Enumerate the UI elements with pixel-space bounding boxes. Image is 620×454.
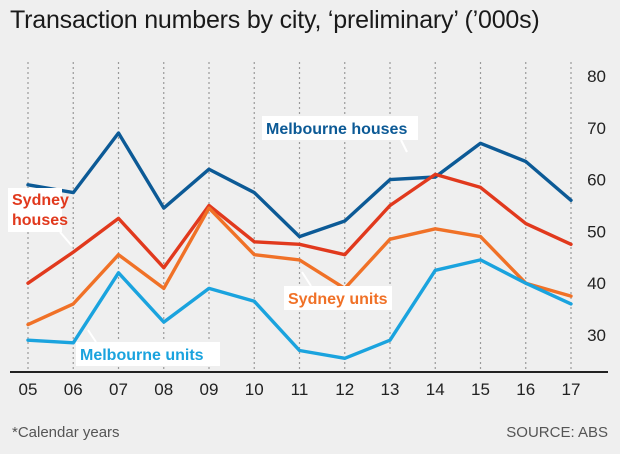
y-tick-label: 50	[587, 222, 606, 241]
source-note: SOURCE: ABS	[506, 424, 608, 441]
series-labels: Melbourne houses Sydney houses Sydney units…	[8, 116, 418, 366]
x-tick-label: 16	[516, 380, 535, 399]
y-tick-label: 30	[587, 326, 606, 345]
x-tick-label: 15	[471, 380, 490, 399]
x-tick-label: 12	[335, 380, 354, 399]
x-tick-label: 09	[200, 380, 219, 399]
y-tick-labels: 30 40 50 60 70 80	[587, 67, 606, 345]
series-line	[26, 131, 573, 239]
x-tick-label: 13	[381, 380, 400, 399]
y-tick-label: 70	[587, 119, 606, 138]
x-tick-labels: 05 06 07 08 09 10 11 12 13 14 15 16 17	[19, 380, 581, 399]
series-lines	[26, 131, 573, 360]
series-label-leader	[59, 231, 73, 247]
x-tick-label: 14	[426, 380, 445, 399]
series-line	[26, 258, 573, 360]
x-tick-label: 05	[19, 380, 38, 399]
footnote: *Calendar years	[12, 424, 120, 441]
series-label-leader	[87, 329, 97, 343]
y-tick-label: 80	[587, 67, 606, 86]
series-label: Melbourne units	[80, 347, 204, 364]
x-tick-label: 17	[562, 380, 581, 399]
series-line	[26, 206, 573, 327]
series-label: Melbourne houses	[266, 121, 407, 138]
x-tick-label: 06	[64, 380, 83, 399]
x-tick-label: 07	[109, 380, 128, 399]
series-label-leader	[301, 271, 312, 287]
y-tick-label: 40	[587, 274, 606, 293]
y-tick-label: 60	[587, 171, 606, 190]
series-label-box	[284, 286, 392, 310]
x-tick-label: 10	[245, 380, 264, 399]
series-label-leader	[400, 139, 408, 153]
series-label: Sydney units	[288, 291, 388, 308]
series-label-box	[8, 188, 62, 232]
chart-title: Transaction numbers by city, ‘preliminar…	[10, 6, 540, 34]
series-line	[26, 172, 573, 285]
series-label-box	[76, 342, 220, 366]
x-tick-label: 08	[154, 380, 173, 399]
series-label-box	[262, 116, 418, 140]
grid-lines	[27, 62, 572, 372]
series-label: Sydney houses	[12, 192, 69, 229]
x-tick-label: 11	[291, 380, 309, 399]
